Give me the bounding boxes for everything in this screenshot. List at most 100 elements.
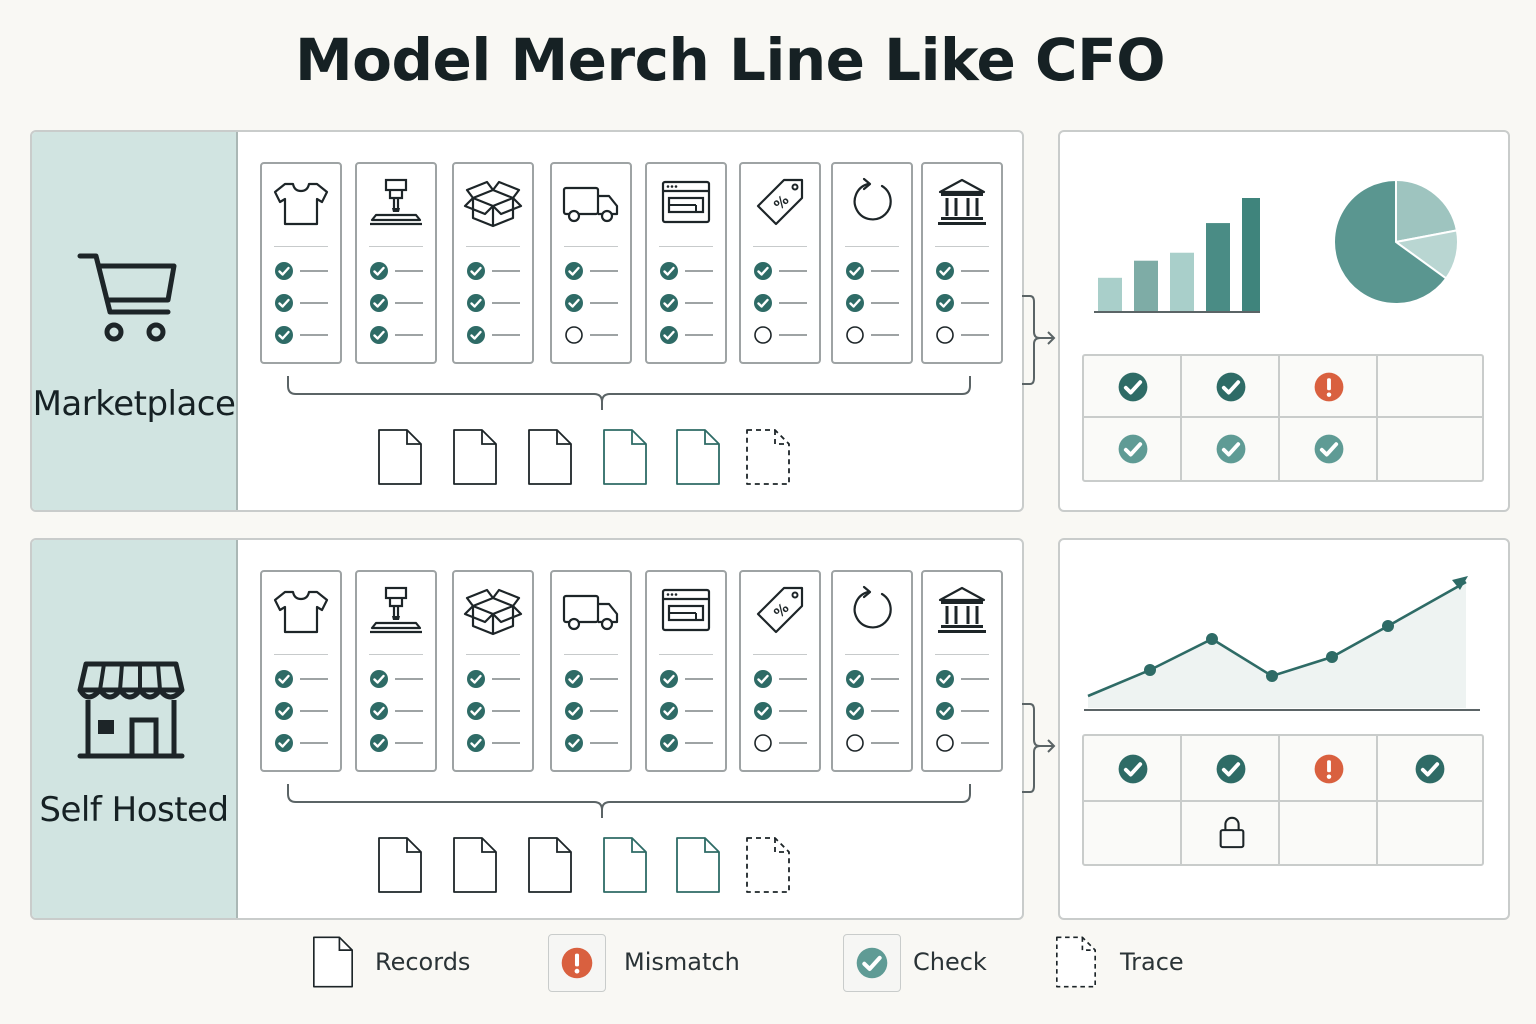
- channel-label: Self Hosted: [39, 790, 229, 830]
- check-item-done: [369, 293, 429, 313]
- document-icon: [602, 836, 648, 898]
- check-item-done: [369, 701, 429, 721]
- check-item-done: [466, 325, 526, 345]
- legend-item-check: Check: [843, 934, 1053, 994]
- step-card: [831, 162, 913, 364]
- step-card: [645, 162, 727, 364]
- step-card: [831, 570, 913, 772]
- check-item-done: [564, 293, 624, 313]
- line-point: [1326, 651, 1338, 663]
- step-card: [452, 162, 534, 364]
- check-item-done: [753, 669, 813, 689]
- check-item-done: [564, 261, 624, 281]
- dashed-document-icon: [745, 428, 791, 490]
- bar: [1170, 252, 1194, 312]
- browser-window-icon: [661, 588, 711, 632]
- status-cell: [1084, 356, 1182, 418]
- printer-press-icon: [370, 178, 422, 226]
- flow-arrow-icon: [1022, 703, 1056, 793]
- document-icon: [527, 428, 573, 490]
- step-card: [645, 570, 727, 772]
- legend-item-mismatch: Mismatch: [548, 934, 764, 994]
- shopping-cart-icon: [77, 253, 177, 342]
- status-cell: [1280, 356, 1378, 418]
- check-item-done: [466, 293, 526, 313]
- step-card: [260, 162, 342, 364]
- step-card: [355, 162, 437, 364]
- browser-window-icon: [661, 180, 711, 224]
- status-cell: [1182, 356, 1280, 418]
- step-card: [921, 570, 1003, 772]
- document-icon: [602, 428, 648, 490]
- delivery-truck-icon: [562, 594, 619, 631]
- check-item-done: [274, 293, 334, 313]
- line-point: [1382, 620, 1394, 632]
- line-point: [1144, 664, 1156, 676]
- check-item-pending: [845, 325, 905, 345]
- check-item-done: [369, 733, 429, 753]
- status-cell: [1378, 802, 1482, 864]
- check-item-done: [274, 261, 334, 281]
- legend-label: Check: [913, 948, 987, 976]
- step-card: [921, 162, 1003, 364]
- delivery-truck-icon: [562, 186, 619, 223]
- status-cell: [1378, 356, 1482, 418]
- status-cell: [1182, 802, 1280, 864]
- tshirt-icon: [273, 590, 329, 634]
- analytics-panel: [1058, 538, 1510, 920]
- check-item-done: [466, 733, 526, 753]
- check-item-pending: [564, 325, 624, 345]
- pie-chart: [1333, 178, 1459, 305]
- open-box-icon: [463, 180, 523, 228]
- check-item-done: [935, 293, 995, 313]
- check-item-done: [845, 669, 905, 689]
- page-title: Model Merch Line Like CFO: [294, 26, 1166, 94]
- check-item-done: [935, 669, 995, 689]
- check-item-done: [659, 325, 719, 345]
- process-panel-self-hosted: Self Hosted%: [30, 538, 1024, 920]
- status-grid: [1082, 354, 1484, 482]
- status-cell: [1084, 418, 1182, 480]
- dashed-document-icon: [745, 836, 791, 898]
- storefront-icon: [77, 661, 185, 759]
- tshirt-icon: [273, 182, 329, 226]
- check-item-done: [466, 261, 526, 281]
- step-card: [355, 570, 437, 772]
- document-icon: [675, 428, 721, 490]
- price-tag-icon: %: [756, 178, 804, 226]
- check-item-done: [564, 733, 624, 753]
- check-item-done: [466, 701, 526, 721]
- check-item-done: [564, 669, 624, 689]
- cards-bracket: [287, 784, 971, 818]
- document-icon: [452, 428, 498, 490]
- check-item-done: [369, 261, 429, 281]
- status-cell: [1182, 418, 1280, 480]
- check-item-done: [659, 293, 719, 313]
- pie-slice: [1333, 178, 1448, 305]
- check-item-pending: [845, 733, 905, 753]
- refresh-icon: [853, 177, 892, 221]
- bar: [1098, 277, 1122, 312]
- document-icon: [675, 836, 721, 898]
- mismatch-icon: [548, 934, 606, 992]
- legend-item-trace: Trace: [1055, 934, 1260, 994]
- check-item-done: [935, 261, 995, 281]
- status-cell: [1182, 736, 1280, 802]
- status-grid: [1082, 734, 1484, 866]
- dashed-document-icon: [1055, 934, 1097, 994]
- channel-label-panel: Marketplace: [32, 132, 238, 510]
- check-item-done: [659, 669, 719, 689]
- check-item-done: [659, 261, 719, 281]
- refresh-icon: [853, 585, 892, 629]
- check-item-done: [659, 701, 719, 721]
- status-cell: [1378, 736, 1482, 802]
- bank-icon: [938, 586, 986, 633]
- check-item-done: [659, 733, 719, 753]
- step-card: [550, 162, 632, 364]
- check-item-done: [274, 669, 334, 689]
- check-item-done: [935, 701, 995, 721]
- step-card: [260, 570, 342, 772]
- check-item-done: [466, 669, 526, 689]
- document-icon: [312, 934, 354, 994]
- line-point: [1266, 670, 1278, 682]
